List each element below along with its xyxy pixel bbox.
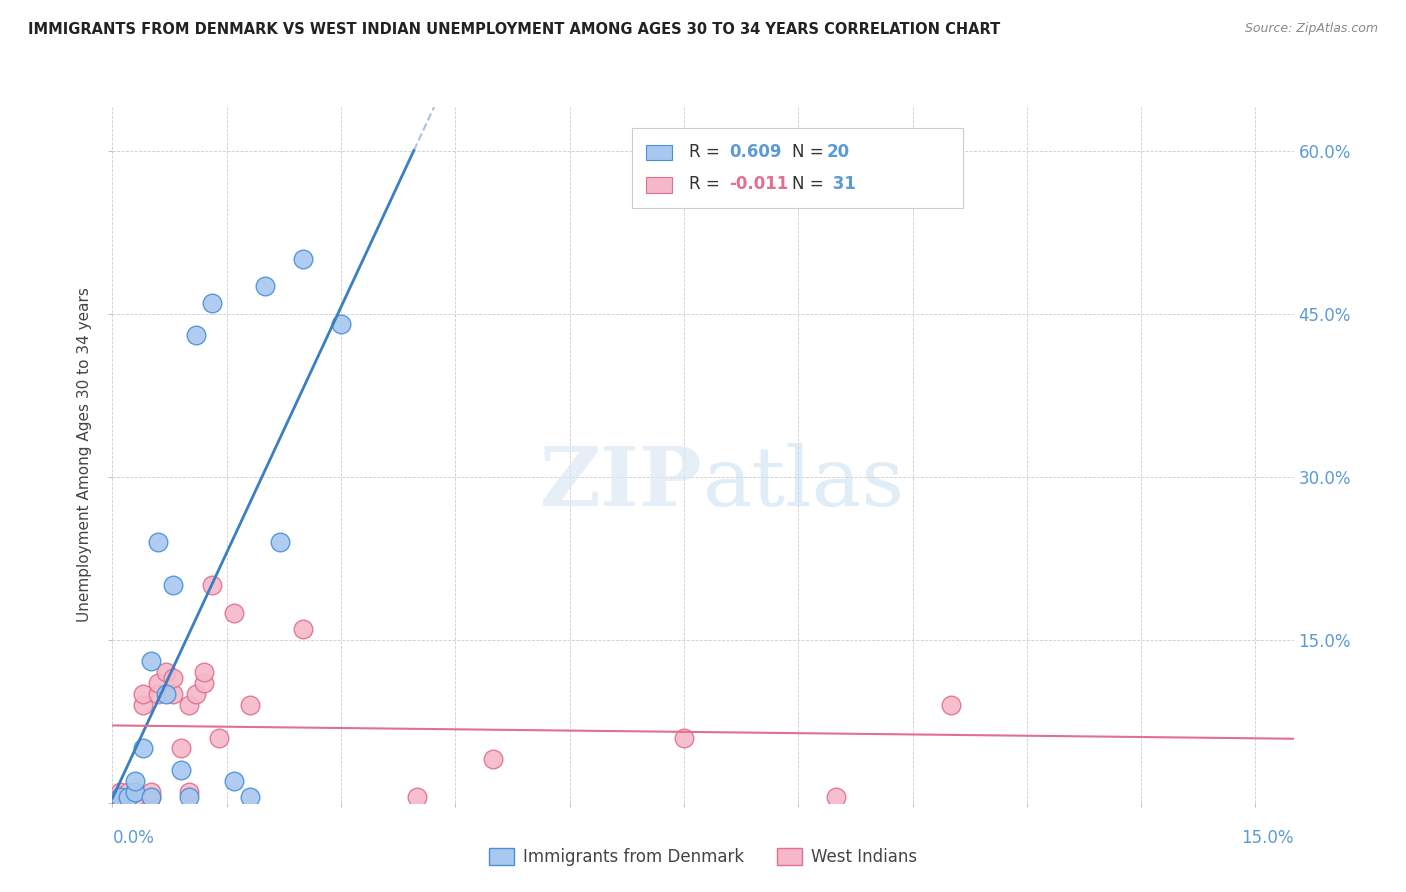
Text: N =: N =: [792, 175, 828, 194]
Point: [117, 790, 139, 805]
Point: [239, 790, 262, 805]
Point: [253, 279, 276, 293]
Point: [177, 698, 200, 712]
Point: [672, 731, 695, 745]
Text: 31: 31: [827, 175, 856, 194]
Point: [193, 665, 215, 680]
Text: 0.609: 0.609: [728, 143, 782, 161]
Point: [132, 741, 155, 756]
Point: [108, 790, 131, 805]
Point: [177, 790, 200, 805]
Point: [177, 785, 200, 799]
Point: [132, 687, 155, 701]
Point: [162, 578, 184, 592]
Point: [825, 790, 848, 805]
Text: R =: R =: [689, 143, 725, 161]
Point: [108, 790, 131, 805]
Point: [939, 698, 962, 712]
Text: -0.011: -0.011: [728, 175, 789, 194]
FancyBboxPatch shape: [647, 145, 672, 160]
Text: N =: N =: [792, 143, 828, 161]
Point: [200, 578, 222, 592]
Y-axis label: Unemployment Among Ages 30 to 34 years: Unemployment Among Ages 30 to 34 years: [77, 287, 93, 623]
Point: [186, 328, 208, 343]
Point: [155, 687, 177, 701]
Text: R =: R =: [689, 175, 725, 194]
Text: atlas: atlas: [703, 442, 905, 523]
Point: [117, 785, 139, 799]
Point: [162, 671, 184, 685]
Point: [139, 790, 162, 805]
Point: [162, 687, 184, 701]
FancyBboxPatch shape: [647, 178, 672, 193]
Text: Source: ZipAtlas.com: Source: ZipAtlas.com: [1244, 22, 1378, 36]
Point: [330, 318, 353, 332]
Point: [148, 687, 170, 701]
Legend: Immigrants from Denmark, West Indians: Immigrants from Denmark, West Indians: [481, 839, 925, 874]
Point: [124, 785, 146, 799]
Point: [224, 774, 246, 789]
Point: [224, 606, 246, 620]
Point: [200, 295, 222, 310]
Text: 20: 20: [827, 143, 851, 161]
Point: [170, 763, 193, 777]
Point: [148, 676, 170, 690]
Point: [139, 790, 162, 805]
Text: ZIP: ZIP: [540, 442, 703, 523]
Text: 0.0%: 0.0%: [112, 830, 155, 847]
Point: [124, 774, 146, 789]
Point: [139, 655, 162, 669]
Point: [124, 785, 146, 799]
Point: [148, 535, 170, 549]
Point: [117, 790, 139, 805]
Text: IMMIGRANTS FROM DENMARK VS WEST INDIAN UNEMPLOYMENT AMONG AGES 30 TO 34 YEARS CO: IMMIGRANTS FROM DENMARK VS WEST INDIAN U…: [28, 22, 1001, 37]
Point: [482, 752, 505, 766]
Point: [291, 622, 314, 636]
Point: [170, 741, 193, 756]
Point: [239, 698, 262, 712]
Point: [108, 785, 131, 799]
FancyBboxPatch shape: [633, 128, 963, 208]
Point: [124, 790, 146, 805]
Point: [269, 535, 291, 549]
Point: [186, 687, 208, 701]
Point: [139, 785, 162, 799]
Point: [291, 252, 314, 267]
Point: [132, 698, 155, 712]
Point: [193, 676, 215, 690]
Point: [155, 665, 177, 680]
Point: [208, 731, 231, 745]
Point: [406, 790, 429, 805]
Text: 15.0%: 15.0%: [1241, 830, 1294, 847]
